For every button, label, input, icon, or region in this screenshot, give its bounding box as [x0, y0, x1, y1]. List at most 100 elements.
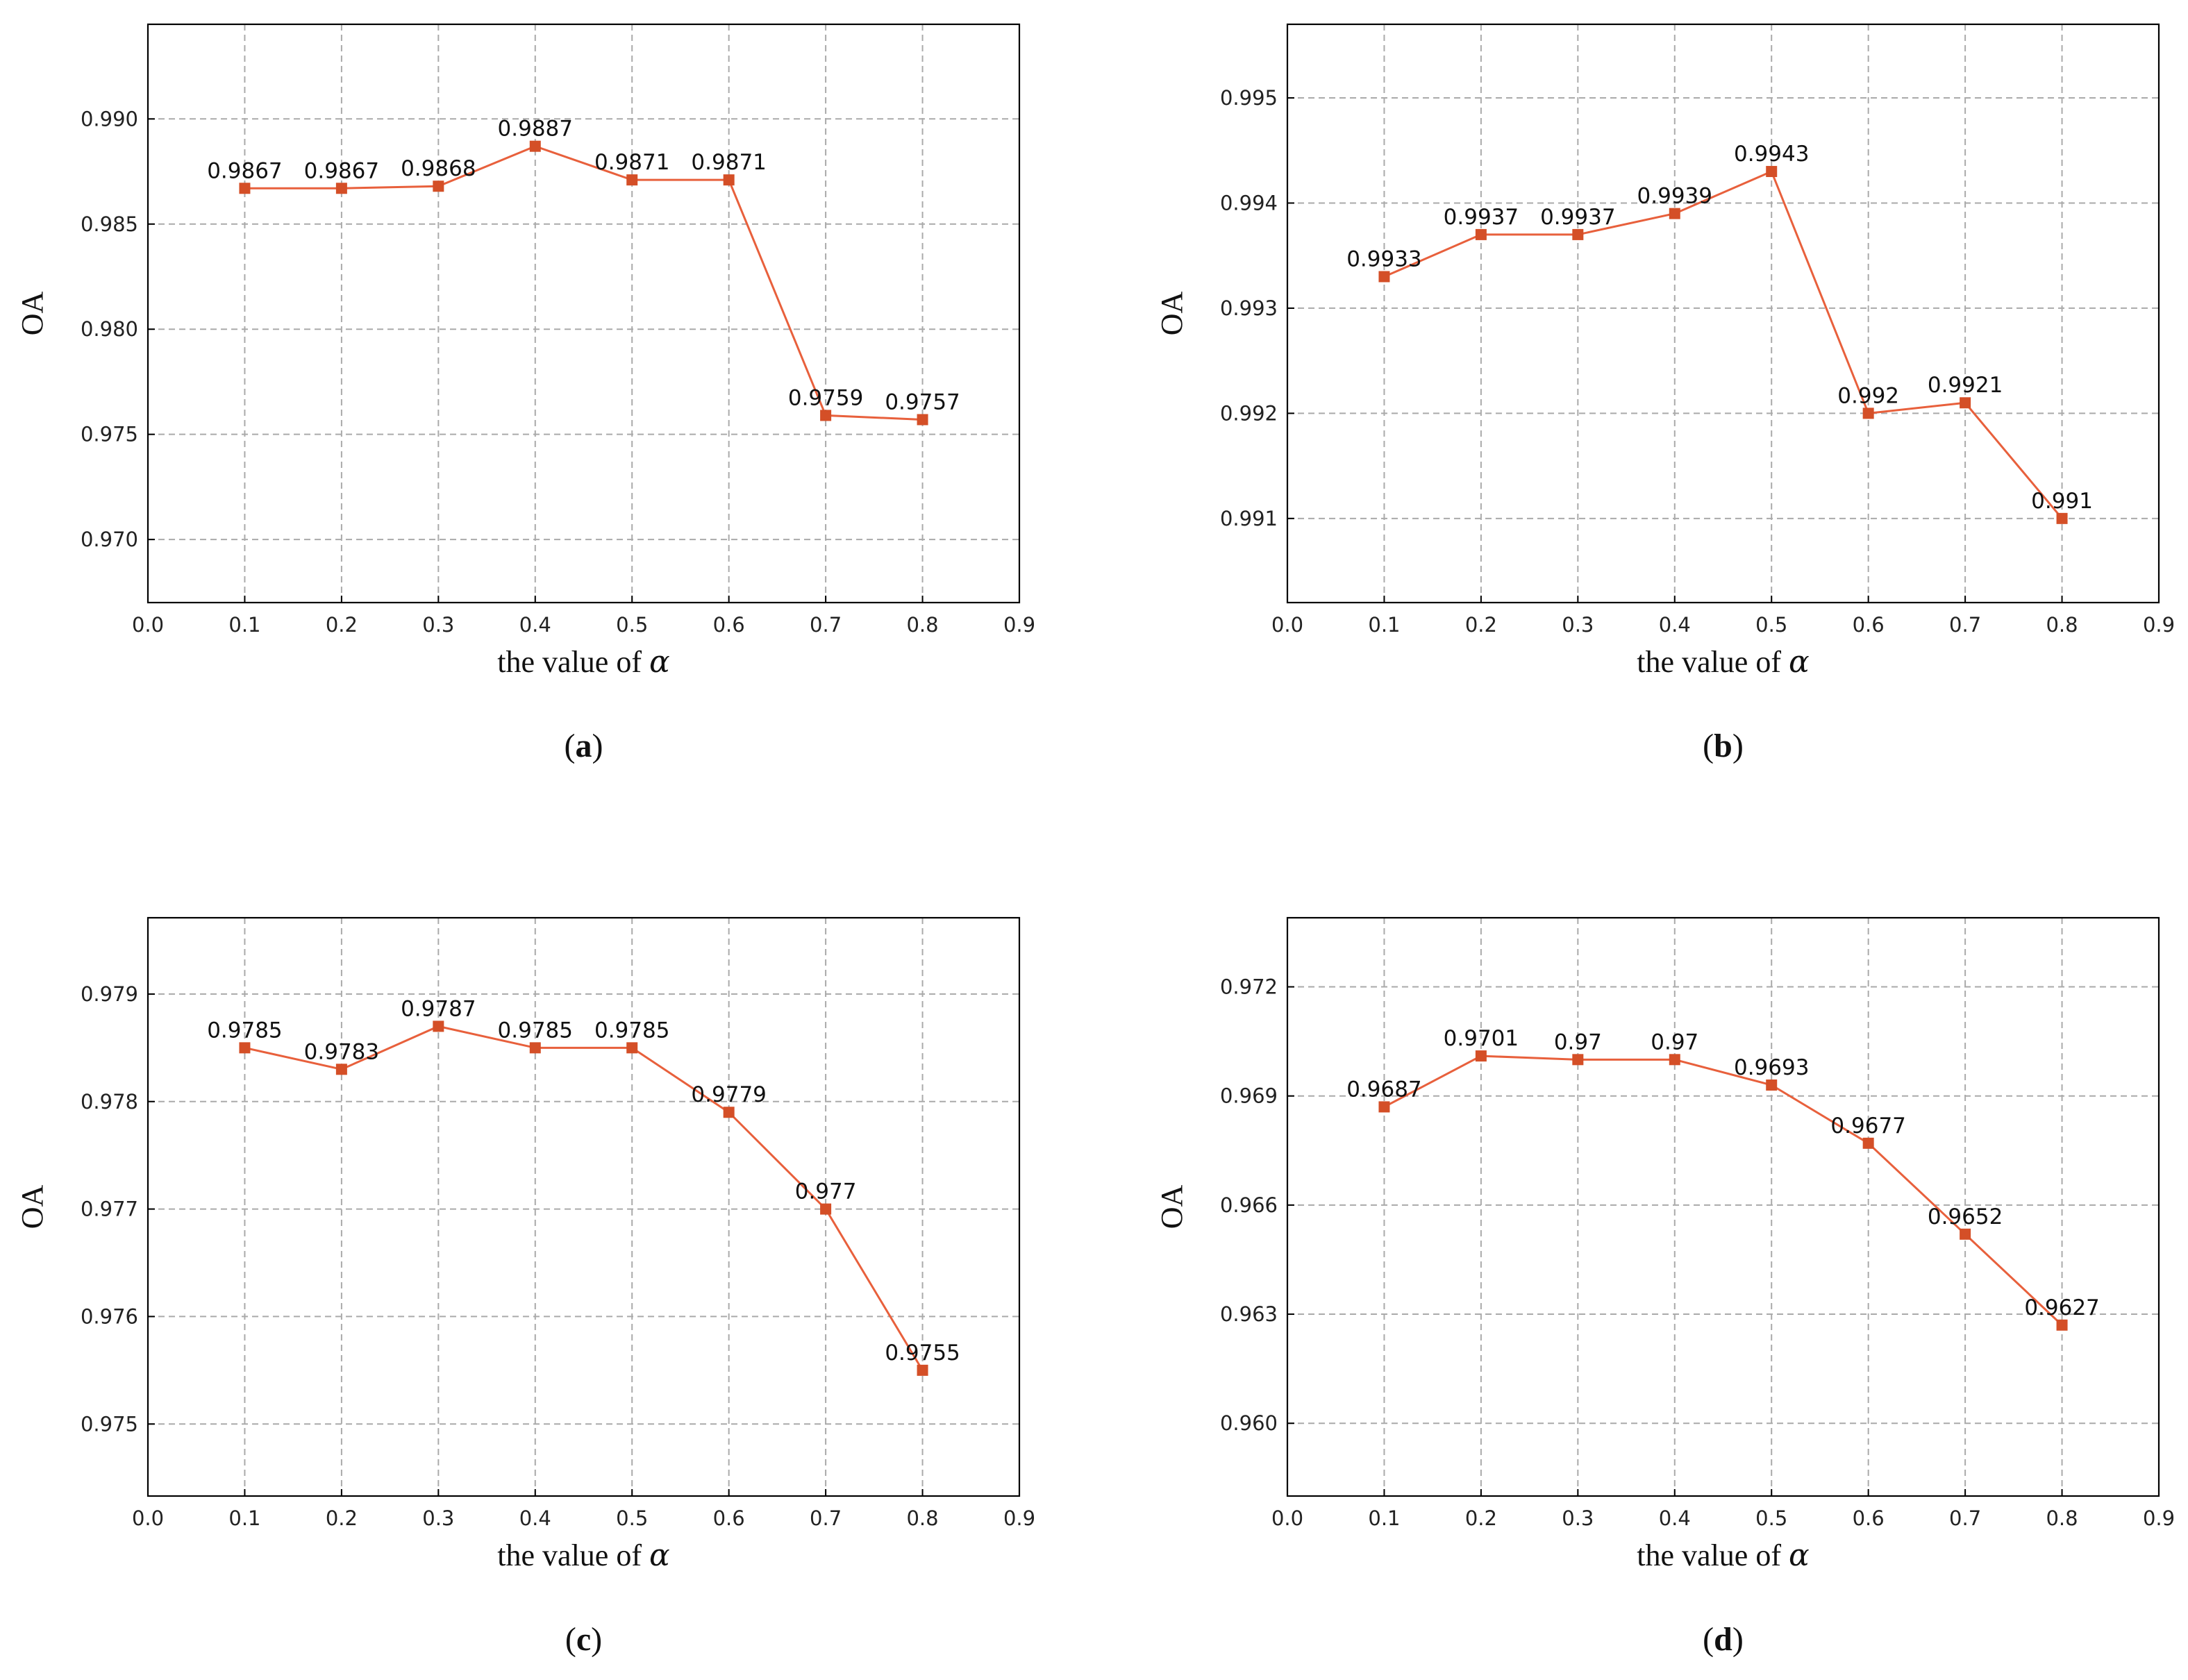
y-axis-title: OA [1155, 292, 1189, 336]
data-point-marker [1572, 1054, 1584, 1066]
grid [148, 24, 1019, 603]
x-tick-label: 0.3 [422, 613, 454, 637]
data-point-label: 0.9693 [1734, 1055, 1809, 1080]
data-point-marker [917, 1364, 928, 1376]
series-line [1383, 170, 2063, 519]
x-tick-label: 0.3 [1562, 613, 1594, 637]
data-point-marker [2056, 1319, 2068, 1331]
y-tick-label: 0.993 [1220, 296, 1278, 320]
x-axis-title: the value of α [1637, 1538, 1809, 1573]
x-tick-label: 0.7 [1949, 613, 1981, 637]
y-tick-label: 0.976 [81, 1304, 138, 1328]
y-tick-label: 0.960 [1220, 1411, 1278, 1435]
data-point-marker [1378, 271, 1390, 283]
x-tick-label: 0.6 [713, 613, 745, 637]
data-point-marker [1669, 208, 1680, 219]
data-point-label: 0.9687 [1346, 1077, 1421, 1102]
y-tick-label: 0.978 [81, 1090, 138, 1114]
x-tick-label: 0.1 [1368, 1506, 1400, 1530]
x-tick-label: 0.2 [326, 1506, 358, 1530]
x-tick-label: 0.1 [228, 613, 260, 637]
y-tick-label: 0.979 [81, 982, 138, 1006]
x-axis-title-text: the value of [497, 645, 649, 679]
data-point-label: 0.9652 [1928, 1204, 2003, 1229]
data-point-label: 0.9779 [691, 1082, 766, 1107]
series-line [244, 145, 923, 421]
data-point-label: 0.9701 [1444, 1026, 1519, 1051]
x-axis-title-text: the value of [497, 1538, 649, 1572]
chart-panel-d: 0.0 0.1 0.2 0.3 0.4 0.5 0.6 0.7 0.8 0.9 0.960 0.963… [1155, 916, 2175, 1658]
data-point-label: 0.992 [1837, 383, 1899, 408]
data-point-label: 0.991 [2031, 489, 2093, 514]
data-point-label: 0.9759 [788, 385, 863, 410]
x-tick-label: 0.8 [2046, 613, 2078, 637]
data-point-marker [529, 1042, 541, 1054]
data-point-marker [1669, 1054, 1680, 1066]
x-tick-label: 0.0 [1271, 613, 1303, 637]
x-tick-label: 0.6 [1853, 1506, 1885, 1530]
plot-frame [1286, 23, 2160, 604]
data-point-label: 0.9867 [304, 158, 379, 183]
x-tick-label: 0.0 [132, 613, 164, 637]
caption-letter: a [576, 728, 592, 764]
data-point-label: 0.9867 [207, 158, 282, 183]
data-point-marker [1960, 397, 1971, 409]
data-point-label: 0.9933 [1346, 246, 1421, 271]
y-tick-label: 0.985 [81, 212, 138, 236]
data-point-marker [1475, 1050, 1487, 1062]
y-tick-label: 0.977 [81, 1198, 138, 1221]
data-point-label: 0.9939 [1637, 184, 1712, 209]
alpha-symbol: α [1789, 1538, 1810, 1573]
data-point-label: 0.9937 [1540, 205, 1615, 230]
data-point-marker [1862, 408, 1874, 419]
y-tick-label: 0.995 [1220, 86, 1278, 110]
y-axis-title: OA [15, 1185, 49, 1229]
x-tick-label: 0.8 [2046, 1506, 2078, 1530]
y-tick-label: 0.975 [81, 1412, 138, 1436]
grid [148, 918, 1019, 1496]
x-tick-label: 0.5 [616, 613, 648, 637]
x-tick-label: 0.2 [1465, 613, 1497, 637]
plot-frame [1286, 916, 2160, 1497]
data-point-label: 0.9943 [1734, 142, 1809, 167]
data-point-label: 0.9627 [2024, 1295, 2099, 1320]
caption-letter: b [1714, 728, 1732, 764]
data-point-label: 0.9785 [207, 1018, 282, 1043]
x-tick-label: 0.7 [810, 613, 842, 637]
x-axis-title: the value of α [497, 644, 669, 680]
data-point-label: 0.9871 [691, 150, 766, 175]
x-axis-title: the value of α [1637, 644, 1809, 680]
plot-frame [147, 23, 1021, 604]
x-tick-label: 0.9 [2143, 1506, 2175, 1530]
grid [1287, 24, 2159, 603]
data-point-label: 0.97 [1554, 1030, 1602, 1055]
series-line [244, 1025, 924, 1371]
data-point-label: 0.977 [795, 1179, 857, 1204]
caption-open-paren: ( [565, 728, 576, 764]
data-point-marker [335, 183, 347, 194]
y-axis-title: OA [1155, 1185, 1189, 1229]
data-point-label: 0.9757 [885, 389, 960, 414]
x-axis-title-text: the value of [1637, 1538, 1789, 1572]
y-axis-title: OA [15, 292, 49, 336]
y-tick-label: 0.991 [1220, 507, 1278, 530]
plot-frame [147, 916, 1021, 1497]
data-point-marker [2056, 512, 2068, 524]
data-point-label: 0.9937 [1444, 205, 1519, 230]
alpha-symbol: α [649, 1538, 670, 1573]
x-tick-label: 0.2 [1465, 1506, 1497, 1530]
x-tick-label: 0.9 [1003, 1506, 1035, 1530]
caption-open-paren: ( [1703, 1621, 1714, 1658]
grid [1287, 918, 2159, 1496]
x-axis-title-text: the value of [1637, 645, 1789, 679]
data-point-marker [820, 1203, 832, 1215]
caption-close-paren: ) [1732, 728, 1744, 764]
y-tick-label: 0.969 [1220, 1084, 1278, 1108]
caption-open-paren: ( [1703, 728, 1714, 764]
y-tick-label: 0.972 [1220, 975, 1278, 999]
chart-panel-c: 0.0 0.1 0.2 0.3 0.4 0.5 0.6 0.7 0.8 0.9 0.975 0.976… [15, 916, 1035, 1658]
data-point-marker [1378, 1101, 1390, 1113]
data-point-marker [433, 180, 444, 192]
data-point-marker [1572, 228, 1584, 240]
